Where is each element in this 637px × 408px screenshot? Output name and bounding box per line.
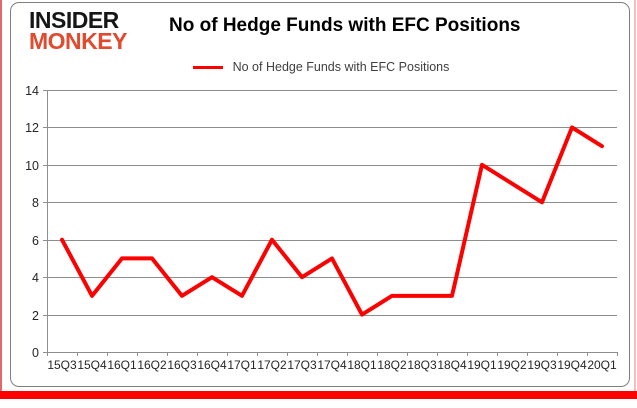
x-tick-label: 17Q3 — [287, 358, 317, 372]
frame-left-accent — [0, 0, 2, 399]
x-tick-label: 17Q1 — [227, 358, 257, 372]
x-axis-labels: 15Q3 15Q4 16Q1 16Q2 16Q3 16Q4 17Q1 17Q2 17Q3 17Q4… — [47, 358, 617, 372]
x-tick-label: 15Q4 — [77, 358, 107, 372]
x-tick-label: 19Q3 — [527, 358, 557, 372]
insider-monkey-logo: INSIDER MONKEY — [29, 7, 127, 55]
x-tick-label: 20Q1 — [587, 358, 617, 372]
legend-line-swatch — [192, 65, 223, 69]
y-tick-label: 8 — [32, 196, 39, 210]
x-tick-label: 18Q2 — [377, 358, 407, 372]
y-tick-label: 10 — [25, 159, 39, 173]
x-tick-label: 17Q4 — [317, 358, 347, 372]
x-tick-label: 18Q1 — [347, 358, 377, 372]
series-polyline — [60, 125, 604, 317]
logo-text-monkey: MONKEY — [29, 28, 127, 55]
x-tick-label: 19Q1 — [467, 358, 497, 372]
x-tick-label: 16Q2 — [137, 358, 167, 372]
chart-title: No of Hedge Funds with EFC Positions — [169, 15, 521, 36]
x-tick-label: 15Q3 — [47, 358, 77, 372]
y-tick-label: 12 — [25, 121, 39, 135]
series-line — [60, 125, 604, 317]
x-tick-label: 18Q4 — [437, 358, 467, 372]
frame-bottom-red-bar — [0, 391, 637, 399]
y-tick-label: 6 — [32, 234, 39, 248]
y-axis-labels: 0 2 4 6 8 10 12 14 — [25, 84, 39, 360]
legend: No of Hedge Funds with EFC Positions — [11, 60, 631, 74]
x-tick-label: 19Q2 — [497, 358, 527, 372]
x-tick-label: 19Q4 — [557, 358, 587, 372]
y-tick-label: 4 — [32, 271, 39, 285]
x-tick-label: 16Q3 — [167, 358, 197, 372]
axes — [43, 90, 618, 356]
x-tick-label: 17Q2 — [257, 358, 287, 372]
x-tick-label: 16Q1 — [107, 358, 137, 372]
y-tick-label: 14 — [25, 84, 39, 98]
logo-text-insider: INSIDER — [29, 7, 119, 33]
gridlines — [47, 90, 617, 353]
y-tick-label: 2 — [32, 309, 39, 323]
y-tick-label: 0 — [32, 346, 39, 360]
frame-right-accent — [634, 0, 636, 399]
legend-label: No of Hedge Funds with EFC Positions — [232, 60, 450, 74]
x-tick-label: 18Q3 — [407, 358, 437, 372]
x-tick-label: 16Q4 — [197, 358, 227, 372]
